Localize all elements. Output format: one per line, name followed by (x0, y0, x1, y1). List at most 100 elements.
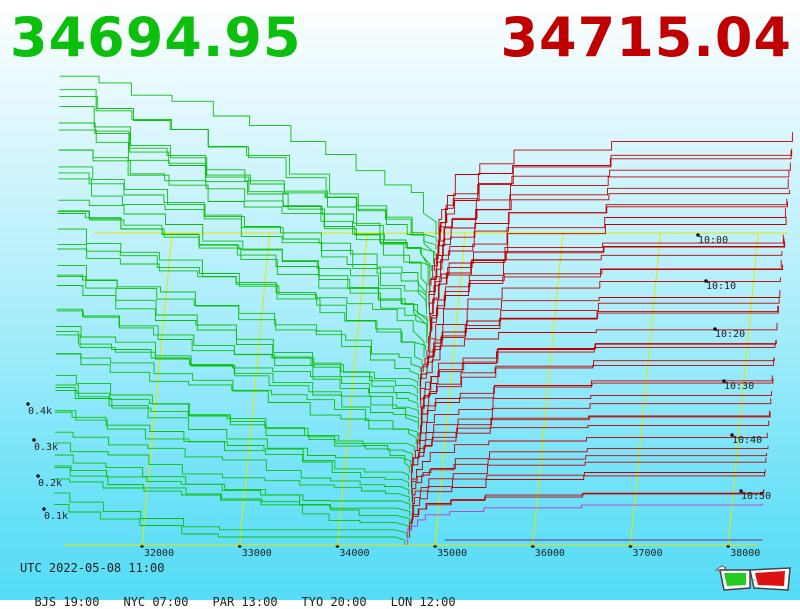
ask-depth-line (419, 340, 777, 401)
bid-depth-line (56, 310, 419, 408)
grid-line-price (239, 232, 271, 546)
z-tick-dot (704, 279, 708, 283)
3d-glasses-icon[interactable] (714, 562, 794, 596)
utc-time: UTC 2022-05-08 11:00 (20, 561, 165, 575)
z-tick-label: 10:50 (741, 491, 771, 502)
z-tick-dot (739, 489, 743, 493)
ask-depth-line (428, 260, 782, 351)
bid-depth-line (58, 210, 428, 329)
bid-depth-line (55, 431, 410, 495)
bid-depth-line (54, 465, 411, 517)
bid-depth-line (54, 492, 408, 538)
bid-depth-line (59, 96, 437, 250)
ask-depth-line (429, 198, 788, 293)
z-tick-label: 10:00 (698, 235, 728, 246)
bid-depth-line (57, 265, 421, 372)
ask-depth-line (411, 432, 768, 495)
ask-depth-line (432, 178, 789, 279)
bid-depth-line (58, 172, 427, 308)
ask-depth-line (420, 343, 776, 416)
bid-depth-line (59, 122, 434, 264)
z-tick-label: 10:40 (732, 435, 762, 446)
bid-depth-line (57, 248, 425, 358)
grid-line-price (434, 232, 466, 546)
grid-line-price (532, 232, 564, 546)
ask-depth-line (416, 391, 772, 452)
chart-labels: 32000 33000 34000 35000 36000 37000 38000 0.1k 0… (26, 233, 771, 559)
y-tick-label: 0.1k (44, 511, 68, 522)
bid-depth-line (59, 122, 433, 271)
ask-depth-line (419, 322, 778, 394)
bid-depth-line (57, 243, 423, 365)
ask-depth-line (421, 305, 779, 380)
ask-depth-line (422, 298, 780, 372)
ask-depth-line (412, 469, 766, 517)
ask-depth-line (420, 340, 777, 408)
ask-depth-line (428, 216, 787, 300)
ask-depth-line (429, 251, 783, 344)
ask-depth-line (420, 358, 775, 430)
ask-depth-line (420, 306, 779, 387)
y-tick-dot (42, 507, 46, 511)
bid-depth-line (55, 387, 413, 459)
ask-depth-line (411, 453, 768, 502)
bid-depth-line (57, 213, 428, 344)
bid-depth-line (55, 353, 417, 445)
bid-depth-line (55, 411, 409, 488)
z-tick-label: 10:20 (715, 329, 745, 340)
bid-price: 34694.95 (10, 6, 302, 69)
x-tick-label: 32000 (144, 548, 174, 559)
z-tick-label: 10:10 (706, 281, 736, 292)
bid-depth-line (54, 478, 409, 531)
bid-depth-line (54, 503, 406, 545)
ask-depth-line (437, 162, 791, 257)
city-time-par: PAR 13:00 (212, 595, 278, 609)
bid-depth-line (55, 384, 412, 466)
y-tick-dot (36, 474, 40, 478)
bid-depth-line (55, 410, 410, 481)
bid-depth-line (58, 149, 428, 293)
ask-depth-line (418, 375, 773, 445)
city-time-tyo: TYO 20:00 (301, 595, 367, 609)
ask-depth-line (434, 170, 790, 271)
x-tick-label: 36000 (535, 548, 565, 559)
z-tick-dot (713, 327, 717, 331)
ask-depth-line (428, 208, 786, 308)
bid-depth-series (54, 75, 437, 545)
ask-depth-line (411, 446, 769, 488)
ask-depth-line (428, 241, 786, 315)
city-time-bjs: BJS 19:00 (34, 595, 100, 609)
y-tick-dot (26, 402, 30, 406)
x-tick-label: 38000 (730, 548, 760, 559)
z-tick-dot (696, 233, 700, 237)
y-tick-dot (32, 438, 36, 442)
bid-depth-line (59, 75, 437, 235)
x-tick-label: 33000 (242, 548, 272, 559)
bid-depth-line (58, 178, 427, 315)
bid-depth-line (56, 334, 420, 423)
y-tick-label: 0.4k (28, 406, 52, 417)
y-tick-label: 0.2k (38, 478, 62, 489)
ask-depth-line (435, 189, 791, 264)
bid-depth-line (56, 353, 419, 437)
ask-depth-line (430, 201, 788, 286)
bid-depth-line (57, 274, 420, 380)
ask-depth-line (410, 489, 765, 531)
ask-depth-series (407, 132, 793, 545)
ask-depth-line (412, 457, 767, 509)
ask-depth-line (424, 290, 781, 365)
ask-depth-line (411, 410, 770, 473)
z-tick-label: 10:30 (724, 381, 754, 392)
ask-depth-line (409, 490, 764, 538)
bid-depth-line (57, 228, 427, 351)
ask-price: 34715.04 (500, 6, 792, 69)
ask-depth-line (438, 132, 793, 235)
grid-line-price (141, 232, 173, 546)
bid-depth-line (59, 89, 437, 243)
z-tick-dot (722, 379, 726, 383)
city-time-lon: LON 12:00 (390, 595, 456, 609)
bid-depth-line (57, 210, 428, 336)
bid-depth-line (56, 285, 418, 394)
ask-depth-line (414, 398, 772, 459)
y-tick-label: 0.3k (34, 442, 58, 453)
